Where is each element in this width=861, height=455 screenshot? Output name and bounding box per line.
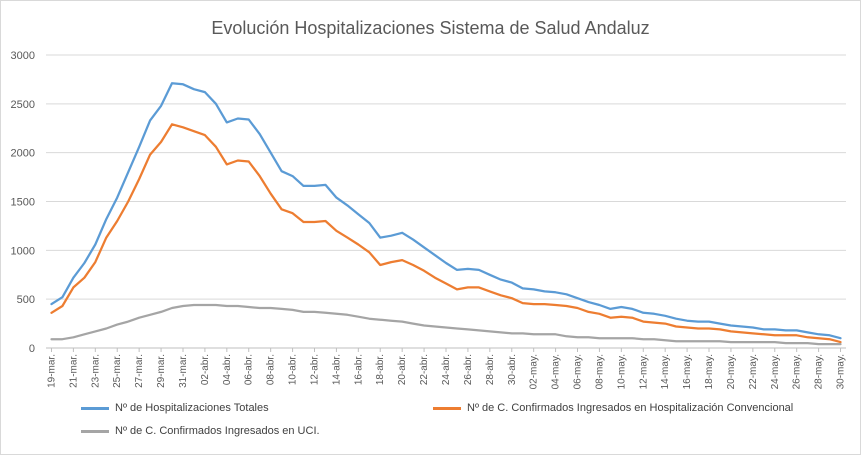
series-lines [50,82,842,346]
y-tick-label: 1000 [11,245,35,257]
x-tick-label: 26-may. [792,354,803,389]
x-tick-label: 16-may. [682,354,693,389]
x-tick-label: 10-abr. [288,354,299,385]
x-tick-label: 29-mar. [156,354,167,388]
x-tick-label: 23-mar. [90,354,101,388]
gridlines [46,54,846,300]
x-tick-label: 22-abr. [419,354,430,385]
y-tick-label: 0 [29,343,35,355]
legend-item-totales: Nº de Hospitalizaciones Totales [81,401,269,415]
x-tick-label: 12-abr. [309,354,320,385]
y-tick-label: 1500 [11,197,35,209]
x-tick-label: 27-mar. [134,354,145,388]
x-tick-label: 16-abr. [353,354,364,385]
x-tick-label: 04-may. [551,354,562,389]
x-tick-label: 28-abr. [485,354,496,385]
series-line-1 [50,123,842,344]
x-tick-label: 31-mar. [178,354,189,388]
legend-swatch-uci [81,429,109,433]
x-tick-label: 30-may. [836,354,847,389]
x-tick-label: 10-may. [616,354,627,389]
y-tick-label: 500 [17,294,35,306]
series-line-0 [50,82,842,340]
x-tick-label: 30-abr. [507,354,518,385]
legend-label-totales: Nº de Hospitalizaciones Totales [115,402,269,414]
x-tick-label: 26-abr. [463,354,474,385]
legend-label-convencional: Nº de C. Confirmados Ingresados en Hospi… [467,402,794,414]
x-tick-label: 08-may. [594,354,605,389]
legend-item-uci: Nº de C. Confirmados Ingresados en UCI. [81,424,320,438]
x-tick-label: 20-abr. [397,354,408,385]
x-tick-label: 18-abr. [375,354,386,385]
x-tick-label: 06-abr. [244,354,255,385]
x-tick-label: 04-abr. [222,354,233,385]
y-tick-label: 2000 [11,148,35,160]
legend-swatch-totales [81,406,109,410]
x-tick-label: 22-may. [748,354,759,389]
x-tick-label: 25-mar. [112,354,123,388]
y-tick-label: 2500 [11,99,35,111]
legend-swatch-convencional [433,406,461,410]
series-line-2 [50,303,842,346]
x-tick-label: 24-abr. [441,354,452,385]
x-tick-label: 12-may. [638,354,649,389]
x-tick-label: 06-may. [573,354,584,389]
x-tick-label: 08-abr. [266,354,277,385]
chart-title: Evolución Hospitalizaciones Sistema de S… [211,18,650,38]
axes: 0 500 1000 1500 2000 2500 3000 19-mar. 21-mar. 23… [11,50,847,389]
x-tick-label: 21-mar. [68,354,79,388]
x-tick-label: 18-may. [704,354,715,389]
x-tick-label: 02-abr. [200,354,211,385]
x-tick-label: 28-may. [814,354,825,389]
x-tick-label: 02-may. [529,354,540,389]
y-tick-label: 3000 [11,50,35,62]
x-tick-label: 14-abr. [331,354,342,385]
x-tick-label: 14-may. [660,354,671,389]
x-tick-label: 24-may. [770,354,781,389]
x-tick-label: 19-mar. [46,354,57,388]
x-tick-label: 20-may. [726,354,737,389]
legend-label-uci: Nº de C. Confirmados Ingresados en UCI. [115,425,320,437]
legend-item-convencional: Nº de C. Confirmados Ingresados en Hospi… [433,401,793,415]
